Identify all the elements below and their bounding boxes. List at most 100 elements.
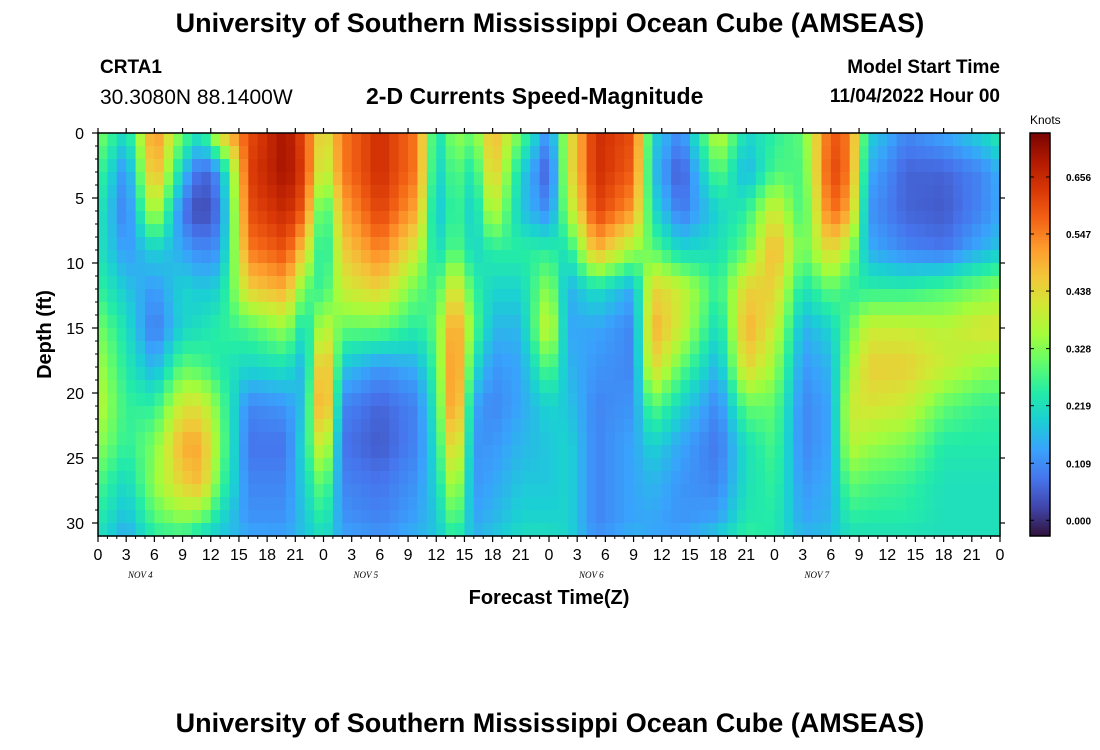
- heatmap-cell: [351, 224, 362, 238]
- heatmap-cell: [830, 393, 841, 407]
- x-tick-label: 6: [601, 547, 610, 564]
- heatmap-cell: [783, 341, 794, 355]
- heatmap-cell: [577, 159, 588, 173]
- heatmap-cell: [868, 367, 879, 381]
- heatmap-cell: [248, 328, 259, 342]
- heatmap-cell: [906, 315, 917, 329]
- heatmap-cell: [173, 198, 184, 212]
- heatmap-cell: [765, 250, 776, 264]
- heatmap-cell: [455, 432, 466, 446]
- heatmap-cell: [201, 302, 212, 316]
- heatmap-cell: [370, 367, 381, 381]
- heatmap-cell: [361, 315, 372, 329]
- heatmap-cell: [182, 224, 193, 238]
- heatmap-cell: [868, 523, 879, 537]
- heatmap-cell: [201, 380, 212, 394]
- heatmap-cell: [342, 510, 353, 524]
- heatmap-cell: [379, 393, 390, 407]
- heatmap-cell: [257, 432, 268, 446]
- heatmap-cell: [802, 510, 813, 524]
- heatmap-cell: [981, 146, 992, 160]
- heatmap-cell: [361, 237, 372, 251]
- heatmap-cell: [990, 302, 1001, 316]
- heatmap-cell: [426, 458, 437, 472]
- heatmap-cell: [398, 354, 409, 368]
- heatmap-cell: [201, 328, 212, 342]
- heatmap-cell: [530, 380, 541, 394]
- heatmap-cell: [680, 302, 691, 316]
- heatmap-cell: [671, 172, 682, 186]
- heatmap-cell: [624, 393, 635, 407]
- heatmap-cell: [774, 497, 785, 511]
- heatmap-cell: [990, 484, 1001, 498]
- heatmap-cell: [793, 458, 804, 472]
- heatmap-cell: [558, 523, 569, 537]
- heatmap-cell: [718, 133, 729, 147]
- heatmap-cell: [398, 328, 409, 342]
- heatmap-cell: [671, 185, 682, 199]
- heatmap-cell: [708, 445, 719, 459]
- heatmap-cell: [680, 419, 691, 433]
- heatmap-cell: [821, 263, 832, 277]
- heatmap-cell: [689, 328, 700, 342]
- heatmap-cell: [445, 237, 456, 251]
- heatmap-cell: [144, 289, 155, 303]
- heatmap-cell: [727, 146, 738, 160]
- heatmap-cell: [182, 328, 193, 342]
- heatmap-cell: [614, 328, 625, 342]
- heatmap-cell: [464, 393, 475, 407]
- heatmap-cell: [332, 419, 343, 433]
- heatmap-cell: [924, 354, 935, 368]
- heatmap-cell: [746, 185, 757, 199]
- heatmap-cell: [295, 133, 306, 147]
- heatmap-cell: [464, 445, 475, 459]
- heatmap-cell: [896, 354, 907, 368]
- heatmap-cell: [924, 133, 935, 147]
- heatmap-cell: [417, 185, 428, 199]
- heatmap-cell: [182, 237, 193, 251]
- heatmap-cell: [924, 445, 935, 459]
- heatmap-cell: [220, 419, 231, 433]
- heatmap-cell: [830, 224, 841, 238]
- heatmap-cell: [924, 250, 935, 264]
- heatmap-cell: [793, 289, 804, 303]
- heatmap-cell: [267, 458, 278, 472]
- heatmap-cell: [614, 367, 625, 381]
- heatmap-cell: [473, 406, 484, 420]
- heatmap-cell: [624, 354, 635, 368]
- heatmap-cell: [802, 302, 813, 316]
- heatmap-cell: [314, 185, 325, 199]
- heatmap-cell: [492, 237, 503, 251]
- heatmap-cell: [605, 224, 616, 238]
- heatmap-cell: [755, 263, 766, 277]
- heatmap-cell: [614, 146, 625, 160]
- heatmap-cell: [201, 159, 212, 173]
- heatmap-cell: [868, 146, 879, 160]
- heatmap-cell: [906, 237, 917, 251]
- heatmap-cell: [586, 289, 597, 303]
- heatmap-cell: [445, 484, 456, 498]
- heatmap-cell: [539, 380, 550, 394]
- heatmap-cell: [182, 367, 193, 381]
- heatmap-cell: [210, 341, 221, 355]
- heatmap-cell: [830, 237, 841, 251]
- heatmap-cell: [755, 367, 766, 381]
- heatmap-cell: [530, 224, 541, 238]
- heatmap-cell: [549, 497, 559, 511]
- heatmap-cell: [558, 276, 569, 290]
- heatmap-cell: [502, 406, 513, 420]
- heatmap-cell: [971, 224, 982, 238]
- heatmap-cell: [981, 237, 992, 251]
- heatmap-cell: [332, 133, 343, 147]
- heatmap-cell: [896, 211, 907, 225]
- heatmap-cell: [699, 315, 710, 329]
- heatmap-cell: [962, 146, 973, 160]
- heatmap-cell: [417, 211, 428, 225]
- heatmap-cell: [323, 185, 334, 199]
- heatmap-cell: [361, 484, 372, 498]
- heatmap-cell: [342, 159, 353, 173]
- heatmap-cell: [220, 302, 231, 316]
- heatmap-cell: [342, 146, 353, 160]
- heatmap-cell: [614, 445, 625, 459]
- heatmap-cell: [502, 380, 513, 394]
